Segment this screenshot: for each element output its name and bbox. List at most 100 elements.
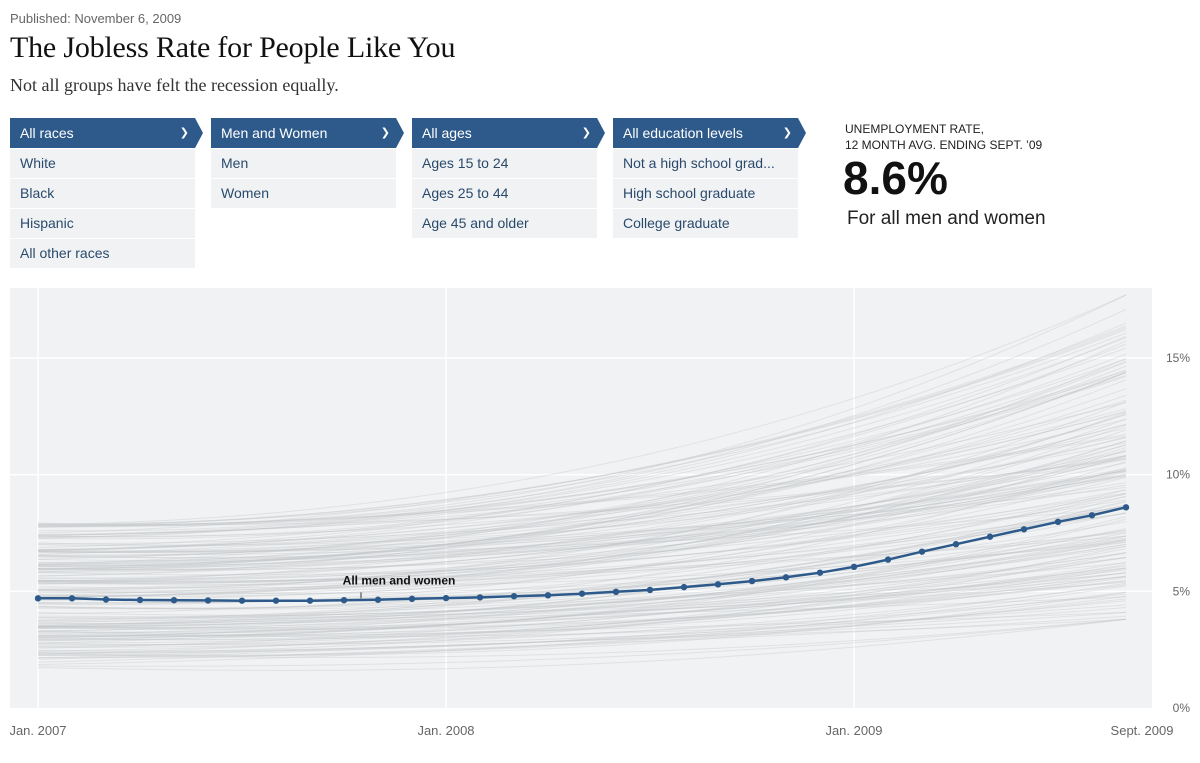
background-line [37,427,1127,553]
menu-item-white[interactable]: White [10,149,195,178]
menu-item-hs-grad[interactable]: High school graduate [613,179,798,208]
background-line [37,529,1127,610]
menu-item-hispanic[interactable]: Hispanic [10,209,195,238]
series-point[interactable] [272,597,280,604]
background-line [37,607,1127,660]
series-point[interactable] [306,597,314,604]
background-line [37,369,1127,565]
series-point[interactable] [884,556,892,563]
chevron-right-icon: ❯ [782,127,792,139]
background-line [37,604,1127,638]
series-point[interactable] [170,597,178,604]
background-line [37,365,1127,553]
series-point[interactable] [816,569,824,576]
background-line [37,591,1127,656]
series-point[interactable] [952,541,960,548]
series-point[interactable] [34,595,42,602]
series-point[interactable] [204,597,212,604]
background-line [37,552,1127,654]
menu-item-women[interactable]: Women [211,179,396,208]
series-point[interactable] [646,586,654,594]
background-line [37,329,1127,527]
series-point[interactable] [1122,504,1130,511]
background-line [37,569,1127,639]
background-line [37,411,1127,551]
highlighted-series[interactable]: All men and women [34,504,1130,604]
series-point[interactable] [136,596,144,604]
background-line [37,618,1127,659]
background-line [37,469,1127,573]
menu-item-ages-25-44[interactable]: Ages 25 to 44 [412,179,597,208]
background-line [37,371,1127,566]
series-point[interactable] [748,577,756,585]
background-line [37,495,1127,625]
background-line [37,575,1127,637]
x-tick-label: Jan. 2007 [9,723,66,738]
series-point[interactable] [714,581,722,588]
series-point[interactable] [986,533,994,540]
background-line [37,455,1127,598]
y-tick-label: 15% [1166,351,1190,365]
menu-item-other-races[interactable]: All other races [10,239,195,268]
series-point[interactable] [476,594,484,601]
series-point[interactable] [680,583,688,591]
series-point[interactable] [238,597,246,604]
background-line [38,340,1127,564]
published-date: Published: November 6, 2009 [10,11,182,26]
menu-item-ages-45-older[interactable]: Age 45 and older [412,209,597,238]
background-line [37,435,1127,528]
races-selected-button[interactable]: All races ❯ [10,118,203,148]
menu-item-college-grad[interactable]: College graduate [613,209,798,238]
background-line [37,539,1127,640]
series-point[interactable] [340,597,348,604]
page-title: The Jobless Rate for People Like You [10,31,456,64]
y-axis: 0% 5% 10% 15% [1166,351,1190,715]
education-menu: All education levels ❯ Not a high school… [613,118,806,239]
ages-selected-button[interactable]: All ages ❯ [412,118,605,148]
x-tick-label: Jan. 2009 [825,723,882,738]
background-line [37,444,1127,598]
education-selected-button[interactable]: All education levels ❯ [613,118,806,148]
series-point[interactable] [1088,512,1096,519]
sex-selected-label: Men and Women [221,125,328,141]
chevron-right-icon: ❯ [380,127,390,139]
menu-item-men[interactable]: Men [211,149,396,178]
ages-selected-label: All ages [422,125,472,141]
series-point[interactable] [408,595,416,602]
background-line [37,450,1127,547]
series-point[interactable] [544,592,552,599]
background-line [37,521,1127,615]
background-line [37,471,1127,592]
background-line [37,552,1127,644]
sex-selected-button[interactable]: Men and Women ❯ [211,118,404,148]
series-point[interactable] [1020,526,1028,533]
series-point[interactable] [918,548,926,555]
background-line [37,418,1127,584]
menu-item-black[interactable]: Black [10,179,195,208]
menu-item-ages-15-24[interactable]: Ages 15 to 24 [412,149,597,178]
background-line [37,496,1127,597]
menu-item-not-hs-grad[interactable]: Not a high school grad... [613,149,798,178]
series-point[interactable] [782,574,790,581]
background-line [37,572,1127,619]
background-line [37,456,1127,579]
series-point[interactable] [578,590,586,597]
chevron-right-icon: ❯ [179,127,189,139]
series-point[interactable] [510,593,518,600]
series-point[interactable] [612,588,620,595]
background-line [37,567,1127,622]
series-point[interactable] [68,595,76,602]
background-line [37,361,1127,540]
background-line [37,375,1127,536]
stat-caption: For all men and women [847,208,1046,229]
background-line [38,506,1127,556]
series-point[interactable] [102,596,110,603]
series-point[interactable] [1054,518,1062,525]
background-line [37,327,1127,527]
background-line [37,537,1127,604]
series-point[interactable] [374,596,382,603]
background-line [37,361,1127,558]
background-line [37,343,1127,551]
series-point[interactable] [442,594,450,602]
series-point[interactable] [850,563,858,571]
